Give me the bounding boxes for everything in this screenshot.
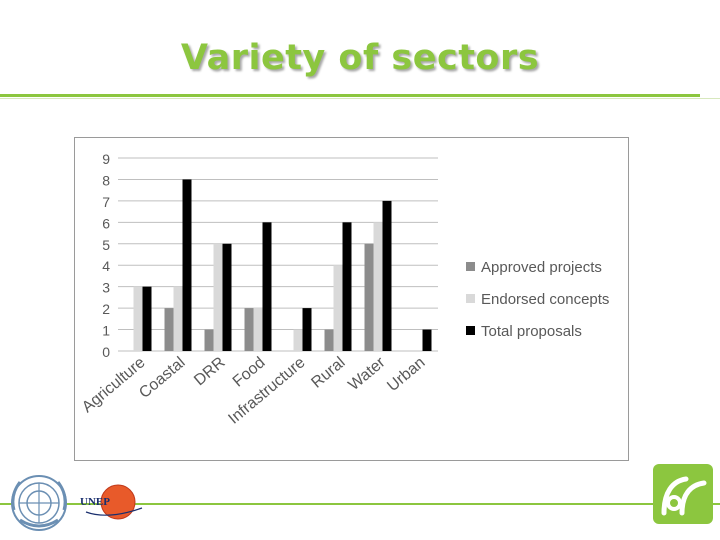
legend-label: Endorsed concepts [481,291,609,308]
y-tick-label: 6 [102,215,110,231]
un-emblem-icon [11,475,67,531]
bar-endorsed-concepts [133,286,143,351]
bar-endorsed-concepts [373,222,383,351]
x-tick-label: Coastal [136,354,188,402]
y-tick-label: 7 [102,194,110,210]
legend-swatch [466,294,475,303]
y-tick-label: 9 [102,151,110,167]
bar-endorsed-concepts [293,329,303,351]
title-underline [0,94,700,97]
bar-approved-projects [364,243,374,351]
x-tick-label: Agriculture [79,354,149,416]
bar-approved-projects [244,308,254,351]
legend-label: Total proposals [481,323,582,340]
bar-total-proposals [302,308,312,351]
legend-swatch [466,262,475,271]
y-tick-label: 2 [102,301,110,317]
bar-total-proposals [262,222,272,351]
y-tick-label: 1 [102,323,110,339]
bar-endorsed-concepts [213,243,223,351]
adaptation-fund-logo-icon [653,464,713,524]
x-tick-label: Rural [308,354,348,392]
unep-logo-text: UNEP [80,496,110,508]
x-tick-label: DRR [191,354,228,389]
bar-endorsed-concepts [253,308,263,351]
x-tick-label: Infrastructure [225,354,308,428]
bars [133,179,432,351]
y-tick-label: 4 [102,258,110,274]
y-tick-labels: 0 1 2 3 4 5 6 7 8 9 [102,151,110,360]
bar-total-proposals [142,286,152,351]
bar-total-proposals [342,222,352,351]
bar-endorsed-concepts [173,286,183,351]
bar-approved-projects [204,329,214,351]
legend-swatch [466,326,475,335]
x-tick-label: Urban [384,354,428,395]
footer-rule [0,503,720,505]
y-tick-label: 0 [102,344,110,360]
bar-total-proposals [422,329,432,351]
unep-logo-icon: UNEP [80,484,143,520]
y-tick-label: 3 [102,280,110,296]
bar-endorsed-concepts [333,265,343,351]
bar-total-proposals [222,243,232,351]
legend-label: Approved projects [481,259,602,276]
bar-approved-projects [164,308,174,351]
x-tick-label: Water [345,354,389,395]
bar-total-proposals [382,200,392,351]
y-tick-label: 8 [102,172,110,188]
title-underline-shadow [0,98,720,99]
legend: Approved projects Endorsed concepts Total … [466,259,609,340]
bar-total-proposals [182,179,192,351]
y-tick-label: 5 [102,237,110,253]
slide-title: Variety of sectors [180,38,540,78]
bar-approved-projects [324,329,334,351]
